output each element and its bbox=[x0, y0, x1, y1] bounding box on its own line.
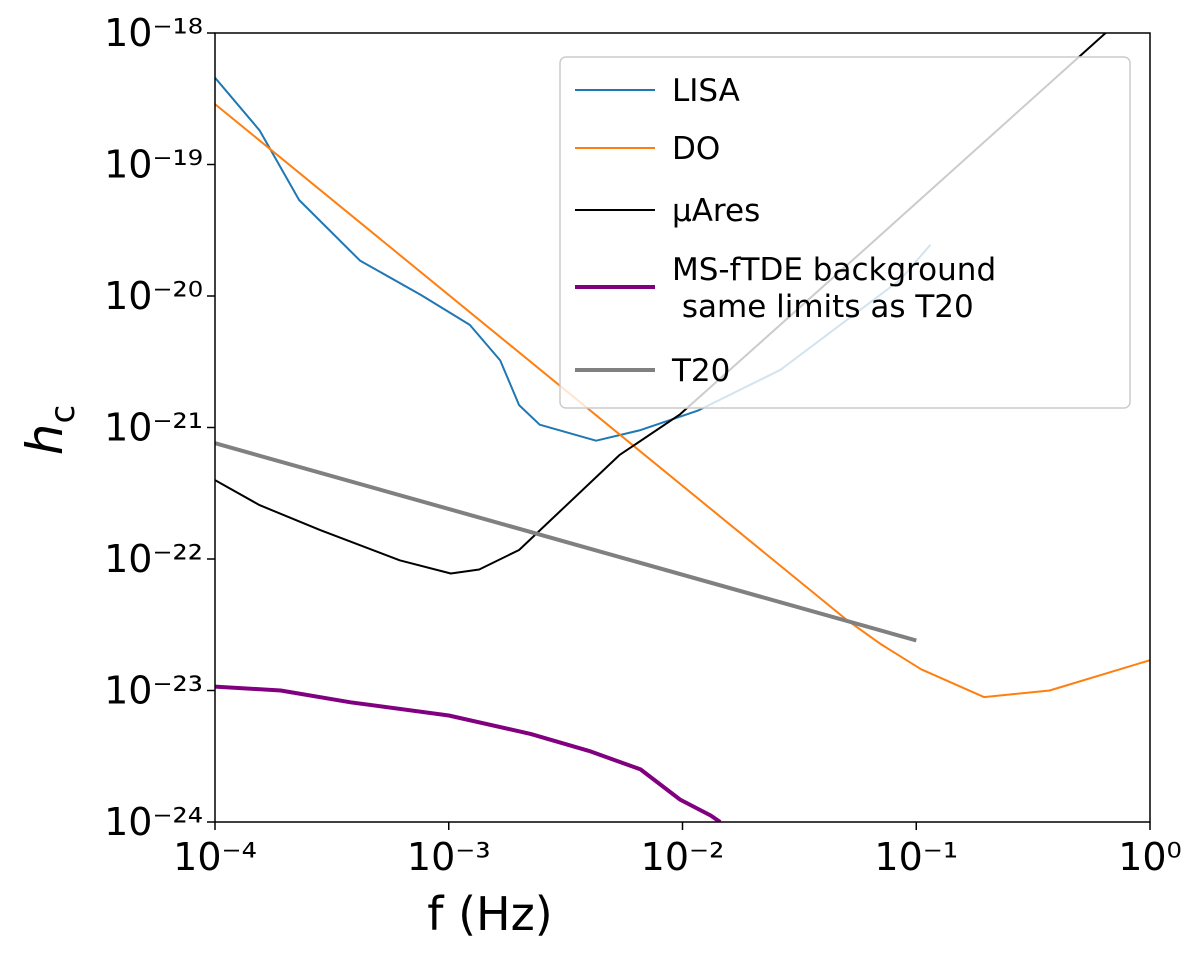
legend-label: MS-fTDE background same limits as T20 bbox=[672, 252, 996, 325]
y-tick-label: 10⁻¹⁹ bbox=[104, 143, 203, 187]
legend-label: DO bbox=[672, 131, 720, 167]
y-axis-label-sub: c bbox=[43, 405, 83, 424]
legend-label: LISA bbox=[672, 73, 740, 109]
legend-label: T20 bbox=[671, 353, 730, 389]
y-tick-label: 10⁻²⁰ bbox=[104, 274, 203, 318]
legend-box bbox=[559, 56, 1131, 409]
x-axis-label: f (Hz) bbox=[427, 887, 552, 941]
x-tick-label: 10⁻¹ bbox=[874, 835, 958, 879]
y-axis-label-main: h bbox=[16, 424, 74, 456]
x-tick-label: 10⁰ bbox=[1118, 835, 1182, 879]
y-tick-label: 10⁻¹⁸ bbox=[104, 11, 203, 55]
y-tick-label: 10⁻²³ bbox=[104, 669, 203, 713]
y-tick-label: 10⁻²¹ bbox=[104, 406, 203, 450]
series-line bbox=[215, 684, 722, 822]
series-line bbox=[215, 441, 917, 643]
y-tick-label: 10⁻²² bbox=[104, 537, 203, 581]
y-tick-label: 10⁻²⁴ bbox=[104, 800, 203, 844]
x-tick-label: 10⁻⁴ bbox=[173, 835, 257, 879]
x-tick-label: 10⁻² bbox=[641, 835, 725, 879]
y-axis-label: hc bbox=[16, 405, 83, 455]
legend-label: μAres bbox=[672, 193, 760, 229]
x-tick-label: 10⁻³ bbox=[407, 835, 491, 879]
legend: LISA DO μAres MS-fTDE background same limit… bbox=[559, 56, 1131, 409]
